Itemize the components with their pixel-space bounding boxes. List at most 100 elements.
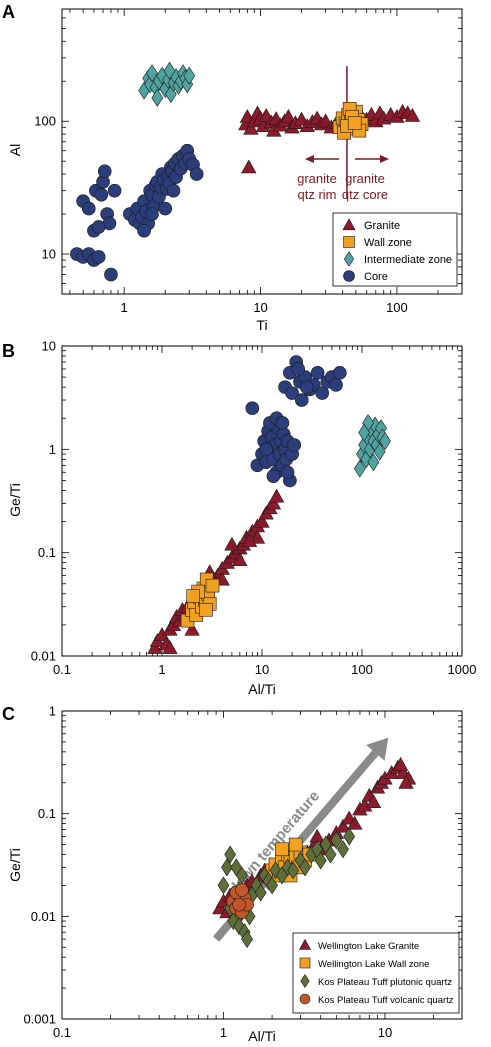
legend-marker-wall-zone — [343, 236, 355, 248]
granite-point — [404, 107, 421, 122]
core-point — [145, 207, 159, 221]
y-tick-label: 0.01 — [31, 909, 56, 924]
y-tick-label: 0.001 — [23, 1012, 56, 1027]
kos-plateau-tuff-plutonic-quartz-point — [224, 845, 237, 864]
wellington-lake-wall-zone-point — [288, 837, 303, 852]
panel-label-a: A — [2, 2, 15, 22]
x-tick-label: 1 — [220, 1025, 227, 1040]
y-tick-label: 1 — [49, 442, 56, 457]
granite-point — [184, 621, 200, 636]
x-tick-label: 1 — [158, 662, 165, 677]
core-point — [310, 366, 325, 380]
legend-markers-c — [298, 938, 312, 1005]
plot-frame-c — [61, 710, 463, 1020]
x-tick-label: 10 — [255, 662, 269, 677]
x-tick-label: 100 — [386, 300, 408, 315]
legend-label-wl-wall-zone: Wellington Lake Wall zone — [318, 959, 429, 970]
legend-c: Wellington Lake Granite Wellington Lake … — [292, 932, 460, 1014]
annotation-core-line1: granite — [345, 171, 385, 186]
y-tick-label: 1 — [49, 704, 56, 719]
wellington-lake-wall-zone-point — [275, 842, 289, 857]
legend-label-core: Core — [364, 271, 388, 283]
legend-marker-kos-plateau-tuff-plutonic-quartz — [300, 973, 310, 989]
kos-plateau-tuff-plutonic-quartz-point — [324, 845, 337, 864]
granite-point — [147, 640, 163, 654]
intermediate-zone-point — [379, 432, 391, 451]
intermediate-zone-point — [373, 442, 386, 461]
core-point — [280, 465, 295, 480]
granite-point — [265, 495, 282, 510]
intermediate-zone-point — [183, 66, 196, 85]
intermediate-zone-point — [164, 85, 177, 104]
rim-arrow-head-icon — [304, 155, 314, 163]
intermediate-zone-point — [163, 61, 176, 80]
legend-markers-a — [342, 218, 356, 282]
legend-marker-wellington-lake-granite — [298, 938, 312, 950]
legend-marker-intermediate-zone — [343, 251, 355, 267]
x-axis-title-a: Ti — [256, 317, 267, 333]
granite-point — [280, 109, 297, 123]
intermediate-zone-point — [367, 453, 380, 472]
y-tick-label: 100 — [34, 114, 56, 129]
x-tick-label: 1000 — [448, 662, 477, 677]
core-point — [294, 393, 309, 407]
plot-frame-b — [61, 345, 463, 657]
wellington-lake-granite-point — [392, 756, 409, 771]
granite-point — [268, 488, 285, 503]
legend-box-c — [292, 932, 460, 1014]
kos-plateau-tuff-volcanic-quartz-point — [232, 897, 246, 912]
legend-label-kpt-volcanic: Kos Plateau Tuff volcanic quartz — [318, 995, 454, 1006]
annotation-rim-line2: qtz rim — [298, 187, 337, 202]
kos-plateau-tuff-plutonic-quartz-point — [221, 858, 233, 877]
legend-label-intermediate-zone: Intermediate zone — [364, 254, 452, 266]
x-tick-label: 1 — [121, 300, 128, 315]
core-point — [275, 416, 290, 430]
kos-plateau-tuff-plutonic-quartz-point — [233, 917, 246, 936]
core-arrow-head-icon — [379, 155, 389, 163]
core-point — [137, 223, 151, 238]
legend-marker-wellington-lake-wall-zone — [299, 957, 311, 969]
intermediate-zone-point — [151, 88, 164, 107]
legend-label-granite: Granite — [364, 220, 400, 232]
core-point — [266, 469, 281, 483]
kos-plateau-tuff-plutonic-quartz-point — [254, 883, 267, 902]
kos-plateau-tuff-plutonic-quartz-point — [269, 861, 282, 880]
x-tick-label: 0.1 — [53, 1025, 71, 1040]
wall-zone-point — [205, 578, 220, 593]
intermediate-zone-point — [146, 64, 158, 83]
core-point — [91, 250, 106, 264]
core-point — [299, 380, 314, 394]
core-point — [94, 187, 109, 202]
panel-label-c: C — [2, 704, 15, 724]
y-tick-label: 0.1 — [38, 806, 56, 821]
granite-point — [249, 529, 266, 544]
wellington-lake-granite-point — [398, 774, 414, 789]
kos-plateau-tuff-plutonic-quartz-point — [299, 858, 311, 877]
core-point — [91, 220, 106, 234]
core-point — [81, 201, 96, 216]
legend-marker-granite — [342, 218, 356, 231]
granite-point — [239, 109, 255, 123]
kos-plateau-tuff-plutonic-quartz-point — [343, 827, 356, 846]
kos-plateau-tuff-volcanic-quartz-point — [235, 883, 249, 897]
legend-marker-kos-plateau-tuff-volcanic-quartz — [299, 993, 311, 1005]
kos-plateau-tuff-plutonic-quartz-point — [266, 876, 278, 895]
kos-plateau-tuff-plutonic-quartz-point — [287, 861, 300, 880]
y-axis-title-c: Ge/Ti — [7, 848, 23, 882]
panel-a: A 1 10 100 10 100 granite qtz rim granite qt… — [2, 2, 463, 333]
intermediate-zone-point — [353, 459, 366, 478]
granite-point — [224, 536, 240, 551]
annotation-rim-line1: granite — [297, 171, 337, 186]
y-tick-label: 10 — [42, 247, 56, 262]
granite-point — [232, 552, 248, 566]
kos-plateau-tuff-plutonic-quartz-point — [241, 930, 253, 949]
y-tick-label: 0.01 — [31, 649, 56, 664]
data-marks-c — [212, 756, 417, 949]
wall-zone-point — [199, 602, 213, 617]
core-point — [287, 438, 302, 452]
core-point — [329, 378, 343, 392]
core-point — [97, 164, 112, 179]
